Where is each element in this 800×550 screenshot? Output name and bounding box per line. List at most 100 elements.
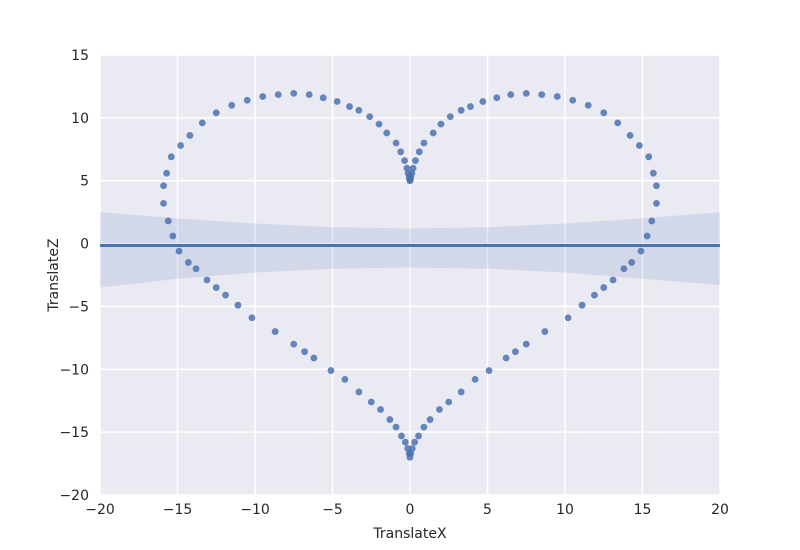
scatter-point: [167, 153, 175, 161]
scatter-point: [386, 416, 394, 423]
scatter-point: [541, 328, 549, 335]
scatter-point: [467, 103, 474, 110]
scatter-point: [163, 169, 171, 177]
scatter-point: [479, 98, 487, 105]
scatter-point: [290, 89, 298, 97]
scatter-point: [243, 96, 251, 104]
x-tick-label: 15: [634, 502, 652, 518]
scatter-point: [411, 438, 419, 446]
scatter-point: [643, 232, 651, 240]
scatter-point: [437, 120, 445, 128]
y-tick-label: −5: [68, 299, 89, 315]
scatter-point: [203, 276, 211, 284]
scatter-point: [485, 367, 493, 374]
scatter-point: [415, 432, 422, 440]
scatter-point: [301, 348, 308, 356]
scatter-point: [198, 119, 206, 127]
scatter-point: [420, 423, 428, 431]
confidence-band-layer: [100, 212, 720, 288]
scatter-point: [271, 328, 279, 335]
scatter-point: [415, 148, 423, 156]
confidence-band: [100, 212, 720, 288]
scatter-point: [609, 276, 617, 284]
scatter-point: [186, 132, 194, 139]
scatter-point: [397, 148, 405, 156]
scatter-point: [584, 101, 592, 109]
scatter-point: [392, 139, 400, 147]
scatter-point: [436, 406, 443, 413]
scatter-point: [184, 259, 192, 266]
scatter-point: [493, 94, 501, 102]
scatter-point: [234, 301, 242, 309]
scatter-point: [578, 301, 586, 309]
scatter-point: [471, 375, 479, 383]
y-axis-label: TranslateZ: [46, 238, 62, 312]
scatter-point: [522, 340, 530, 348]
scatter-point: [327, 367, 335, 374]
scatter-point: [614, 119, 622, 127]
scatter-point: [564, 314, 572, 322]
scatter-point: [653, 182, 660, 190]
y-tick-label: −15: [59, 425, 89, 441]
scatter-point: [355, 106, 363, 114]
scatter-point: [569, 96, 577, 104]
scatter-point: [160, 199, 167, 207]
scatter-point: [446, 113, 454, 120]
scatter-point: [522, 89, 530, 97]
scatter-point: [212, 109, 220, 117]
scatter-point: [445, 398, 453, 406]
y-tick-label: 10: [71, 111, 89, 127]
scatter-point: [420, 139, 428, 147]
scatter-point: [401, 438, 409, 446]
scatter-point: [429, 129, 437, 137]
x-axis-label: TranslateX: [372, 526, 447, 542]
y-tick-label: −10: [59, 362, 89, 378]
scatter-point: [507, 91, 515, 98]
scatter-point: [457, 106, 465, 114]
scatter-point: [406, 453, 414, 461]
x-tick-labels: −20 −15 −10 −5 0 5 10 15 20: [85, 502, 729, 518]
scatter-point: [403, 164, 411, 172]
scatter-point: [341, 375, 349, 383]
x-tick-label: −15: [163, 502, 193, 518]
x-tick-label: −5: [322, 502, 343, 518]
scatter-point: [333, 98, 341, 105]
scatter-point: [591, 291, 598, 299]
scatter-point: [290, 340, 298, 348]
scatter-point: [274, 91, 282, 98]
y-tick-labels: −20 −15 −10 −5 0 5 10 15: [59, 48, 89, 504]
x-tick-label: 0: [406, 502, 415, 518]
scatter-point: [538, 91, 546, 98]
scatter-point: [377, 406, 384, 413]
scatter-point: [628, 259, 636, 266]
y-tick-label: 5: [80, 174, 89, 190]
scatter-point: [248, 314, 256, 322]
x-tick-label: −20: [85, 502, 115, 518]
scatter-point: [192, 265, 200, 273]
scatter-point: [409, 164, 417, 172]
scatter-point: [636, 142, 643, 149]
scatter-point: [502, 354, 510, 362]
scatter-point: [355, 388, 363, 396]
scatter-point: [553, 93, 561, 100]
scatter-point: [600, 109, 608, 117]
scatter-point: [310, 354, 318, 362]
scatter-point: [648, 217, 656, 225]
scatter-point: [626, 132, 634, 139]
scatter-point: [412, 157, 419, 165]
scatter-point: [457, 388, 465, 396]
scatter-point: [398, 432, 405, 440]
scatter-point: [164, 217, 172, 225]
scatter-point: [169, 232, 177, 240]
scatter-point: [645, 153, 653, 161]
scatter-point: [637, 247, 645, 255]
x-tick-label: 10: [556, 502, 574, 518]
scatter-point: [175, 247, 183, 255]
scatter-point: [259, 93, 267, 100]
scatter-points: [160, 89, 660, 461]
y-tick-label: −20: [59, 488, 89, 504]
scatter-point: [366, 113, 374, 120]
x-tick-label: −10: [240, 502, 270, 518]
scatter-point: [367, 398, 375, 406]
